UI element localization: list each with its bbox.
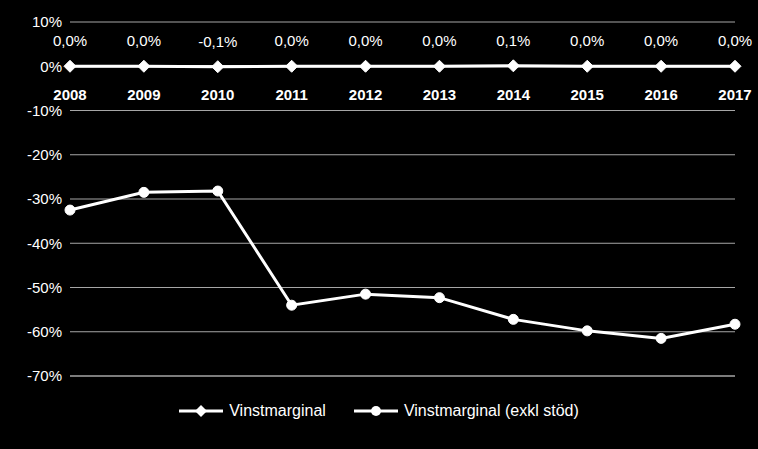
svg-text:2017: 2017 [718, 86, 750, 103]
svg-text:0,0%: 0,0% [275, 32, 309, 49]
svg-text:0,0%: 0,0% [570, 32, 604, 49]
svg-text:0,0%: 0,0% [422, 32, 456, 49]
svg-text:2012: 2012 [349, 86, 382, 103]
svg-text:0,0%: 0,0% [53, 32, 87, 49]
svg-text:2016: 2016 [644, 86, 677, 103]
svg-text:0,0%: 0,0% [644, 32, 678, 49]
svg-text:0,0%: 0,0% [127, 32, 161, 49]
svg-text:2009: 2009 [127, 86, 160, 103]
svg-text:-0,1%: -0,1% [198, 33, 237, 50]
svg-text:-10%: -10% [27, 102, 62, 119]
svg-text:-60%: -60% [27, 323, 62, 340]
svg-text:-30%: -30% [27, 190, 62, 207]
html-text:Vinstmarginal: Vinstmarginal [229, 402, 326, 419]
svg-text:10%: 10% [32, 13, 62, 30]
svg-text:0,1%: 0,1% [496, 32, 530, 49]
svg-text:-40%: -40% [27, 235, 62, 252]
svg-text:2011: 2011 [275, 86, 308, 103]
svg-text:2010: 2010 [201, 86, 234, 103]
svg-text:-20%: -20% [27, 146, 62, 163]
svg-text:-50%: -50% [27, 279, 62, 296]
svg-text:-70%: -70% [27, 367, 62, 384]
html-text:Vinstmarginal (exkl stöd): Vinstmarginal (exkl stöd) [403, 402, 579, 419]
svg-text:2015: 2015 [571, 86, 604, 103]
svg-text:0,0%: 0,0% [348, 32, 382, 49]
svg-text:2013: 2013 [423, 86, 456, 103]
svg-text:2008: 2008 [53, 86, 86, 103]
svg-text:2014: 2014 [497, 86, 531, 103]
svg-text:0,0%: 0,0% [718, 32, 750, 49]
svg-text:0%: 0% [40, 58, 62, 75]
